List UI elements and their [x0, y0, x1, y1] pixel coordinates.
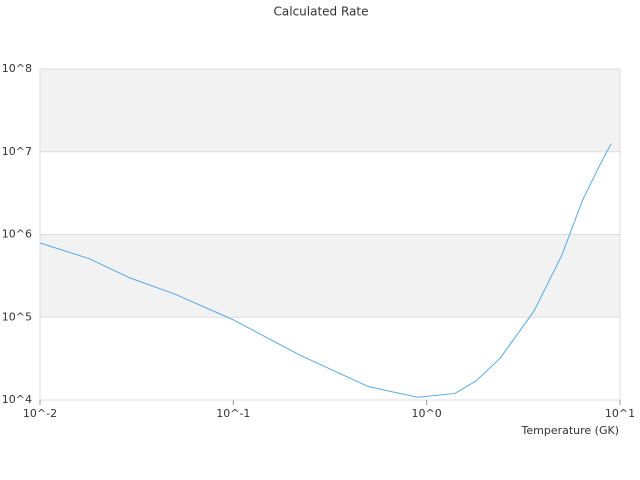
y-tick-label: 10^4 — [2, 393, 32, 406]
line — [39, 143, 612, 398]
y-tick-label: 10^6 — [2, 228, 32, 241]
x-tick-label: 10^1 — [605, 407, 635, 420]
x-tick-label: 10^-1 — [216, 407, 250, 420]
y-tick-label: 10^8 — [2, 62, 32, 75]
y-tick-label: 10^7 — [2, 145, 32, 158]
x-tick-label: 10^-2 — [23, 407, 57, 420]
x-axis-label: Temperature (GK) — [521, 424, 620, 437]
x-tick-label: 10^0 — [412, 407, 442, 420]
grid-band — [40, 69, 620, 152]
chart-title: Calculated Rate — [274, 5, 369, 19]
grid-band — [40, 234, 620, 318]
y-tick-label: 10^5 — [2, 310, 32, 323]
